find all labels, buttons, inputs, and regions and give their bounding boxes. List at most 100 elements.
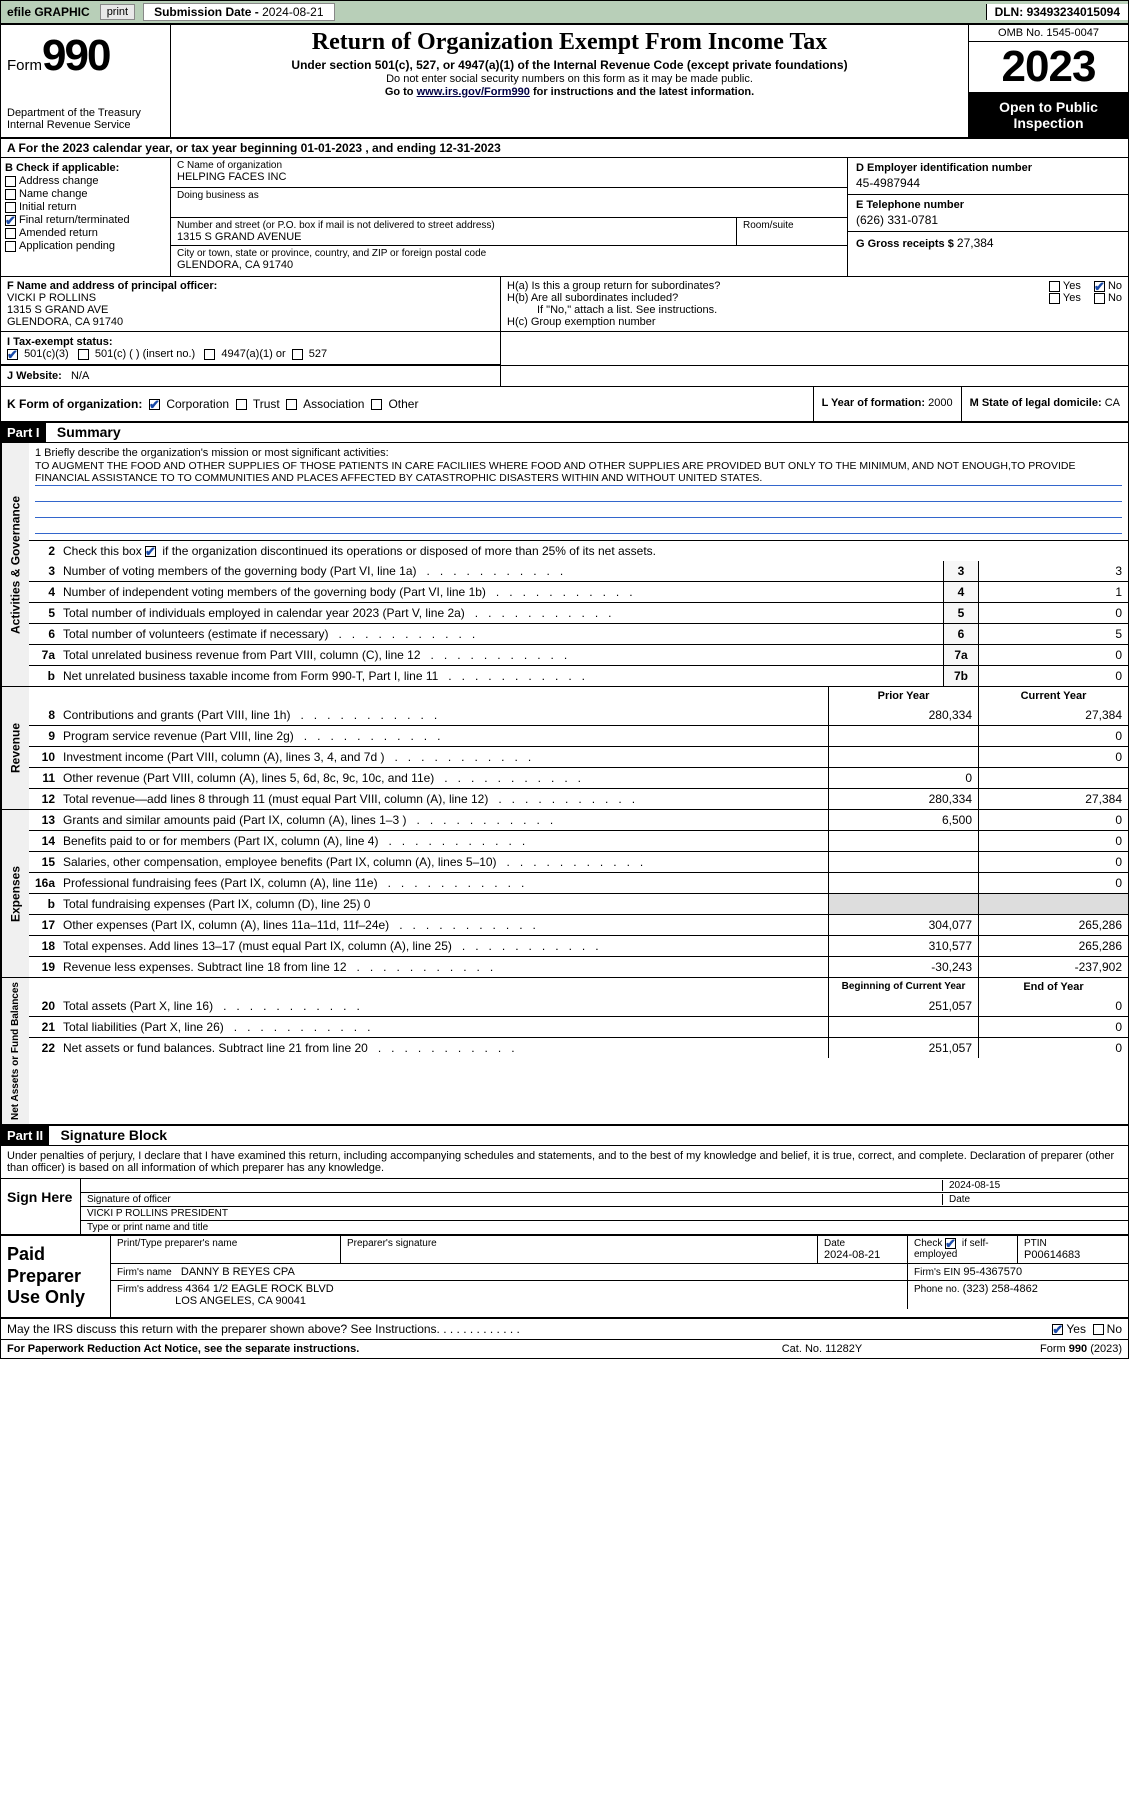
corp-check[interactable] [149, 399, 160, 410]
part2-bar: Part II Signature Block [1, 1126, 1128, 1146]
header-right: OMB No. 1545-0047 2023 Open to Public In… [968, 25, 1128, 137]
self-emp-check[interactable] [945, 1238, 956, 1249]
dln: DLN: 93493234015094 [986, 4, 1128, 20]
summary-line: 8Contributions and grants (Part VIII, li… [29, 705, 1128, 725]
summary-line: bNet unrelated business taxable income f… [29, 665, 1128, 686]
hb-label: H(b) Are all subordinates included? [507, 292, 678, 304]
subtitle-2: Do not enter social security numbers on … [179, 73, 960, 85]
revenue-section: Revenue Prior Year Current Year 8Contrib… [1, 687, 1128, 810]
hb-yes-check[interactable] [1049, 293, 1060, 304]
vtab-netassets: Net Assets or Fund Balances [1, 978, 29, 1124]
summary-line: 18Total expenses. Add lines 13–17 (must … [29, 935, 1128, 956]
box-h: H(a) Is this a group return for subordin… [501, 277, 1128, 331]
firm-phone: (323) 258-4862 [963, 1283, 1038, 1295]
goto-line: Go to www.irs.gov/Form990 for instructio… [179, 86, 960, 98]
footer-right: Form 990 (2023) [922, 1343, 1122, 1355]
501c-check[interactable] [78, 349, 89, 360]
line-j: J Website: N/A [1, 366, 501, 386]
sign-here-label: Sign Here [1, 1179, 81, 1234]
type-name-label: Type or print name and title [87, 1222, 1122, 1233]
officer-printed: VICKI P ROLLINS PRESIDENT [87, 1208, 1122, 1219]
mission-block: 1 Briefly describe the organization's mi… [29, 443, 1128, 534]
year-formation-label: L Year of formation: [822, 397, 926, 409]
summary-line: 14Benefits paid to or for members (Part … [29, 830, 1128, 851]
col-prior-year: Prior Year [828, 687, 978, 705]
ha-yes-check[interactable] [1049, 281, 1060, 292]
summary-line: 17Other expenses (Part IX, column (A), l… [29, 914, 1128, 935]
box-c: C Name of organization HELPING FACES INC… [171, 158, 848, 276]
line2-text: Check this box if the organization disco… [59, 541, 1128, 561]
col-current-year: Current Year [978, 687, 1128, 705]
part2-label: Part II [1, 1126, 49, 1145]
discuss-text: May the IRS discuss this return with the… [7, 1322, 1052, 1336]
irs-discuss-row: May the IRS discuss this return with the… [1, 1319, 1128, 1340]
block-bcdeg: B Check if applicable: Address changeNam… [1, 158, 1128, 277]
form-990-number: 990 [42, 31, 109, 80]
city-value: GLENDORA, CA 91740 [177, 259, 841, 271]
summary-line: 22Net assets or fund balances. Subtract … [29, 1037, 1128, 1058]
header-left: Form990 Department of the Treasury Inter… [1, 25, 171, 137]
summary-line: 6Total number of volunteers (estimate if… [29, 623, 1128, 644]
phone-value: (626) 331-0781 [856, 213, 1120, 227]
vtab-governance: Activities & Governance [1, 443, 29, 686]
boxb-checkbox[interactable] [5, 189, 16, 200]
phone-label: E Telephone number [856, 199, 1120, 211]
ptin-label: PTIN [1024, 1238, 1122, 1249]
summary-line: 15Salaries, other compensation, employee… [29, 851, 1128, 872]
summary-line: 3Number of voting members of the governi… [29, 561, 1128, 581]
boxb-item: Address change [5, 175, 166, 187]
self-emp-label: Check if self-employed [914, 1238, 1011, 1260]
form-org-label: K Form of organization: [7, 397, 142, 411]
boxb-item: Application pending [5, 240, 166, 252]
firm-name: DANNY B REYES CPA [181, 1266, 295, 1278]
omb-number: OMB No. 1545-0047 [969, 25, 1128, 42]
netassets-section: Net Assets or Fund Balances Beginning of… [1, 978, 1128, 1126]
open-inspection: Open to Public Inspection [969, 93, 1128, 137]
trust-check[interactable] [236, 399, 247, 410]
mission-question: 1 Briefly describe the organization's mi… [35, 447, 1122, 459]
boxb-checkbox[interactable] [5, 215, 16, 226]
boxb-item: Amended return [5, 227, 166, 239]
discuss-yes-check[interactable] [1052, 1324, 1063, 1335]
officer-name: VICKI P ROLLINS [7, 292, 494, 304]
boxb-checkbox[interactable] [5, 228, 16, 239]
assoc-check[interactable] [286, 399, 297, 410]
year-formation: 2000 [928, 397, 952, 409]
ha-no-check[interactable] [1094, 281, 1105, 292]
summary-line: 9Program service revenue (Part VIII, lin… [29, 725, 1128, 746]
firm-name-label: Firm's name [117, 1267, 172, 1278]
org-name-label: C Name of organization [177, 160, 841, 171]
form-word: Form [7, 57, 42, 74]
other-check[interactable] [371, 399, 382, 410]
527-check[interactable] [292, 349, 303, 360]
prep-date-label: Date [824, 1238, 901, 1249]
boxb-checkbox[interactable] [5, 241, 16, 252]
sign-date: 2024-08-15 [942, 1180, 1122, 1191]
expenses-section: Expenses 13Grants and similar amounts pa… [1, 810, 1128, 978]
vtab-expenses: Expenses [1, 810, 29, 977]
mission-text: TO AUGMENT THE FOOD AND OTHER SUPPLIES O… [35, 459, 1122, 486]
4947-check[interactable] [204, 349, 215, 360]
goto-link[interactable]: www.irs.gov/Form990 [417, 86, 530, 98]
boxb-checkbox[interactable] [5, 176, 16, 187]
org-name: HELPING FACES INC [177, 171, 841, 183]
submission-date: Submission Date - 2024-08-21 [143, 3, 334, 21]
firm-ein: 95-4367570 [963, 1266, 1022, 1278]
501c3-check[interactable] [7, 349, 18, 360]
line2-check[interactable] [145, 546, 156, 557]
gross-label: G Gross receipts $ [856, 238, 954, 250]
footer-cat: Cat. No. 11282Y [722, 1343, 922, 1355]
block-fh: F Name and address of principal officer:… [1, 277, 1128, 332]
ha-label: H(a) Is this a group return for subordin… [507, 280, 720, 292]
signature-block: Under penalties of perjury, I declare th… [1, 1146, 1128, 1340]
boxb-checkbox[interactable] [5, 202, 16, 213]
form-title: Return of Organization Exempt From Incom… [179, 29, 960, 56]
hb-no-check[interactable] [1094, 293, 1105, 304]
firm-addr-label: Firm's address [117, 1284, 182, 1295]
discuss-no-check[interactable] [1093, 1324, 1104, 1335]
boxb-item: Name change [5, 188, 166, 200]
print-button[interactable]: print [100, 4, 135, 20]
line-a: A For the 2023 calendar year, or tax yea… [1, 139, 1128, 158]
paid-preparer: Paid Preparer Use Only Print/Type prepar… [1, 1234, 1128, 1319]
department: Department of the Treasury Internal Reve… [7, 107, 164, 131]
